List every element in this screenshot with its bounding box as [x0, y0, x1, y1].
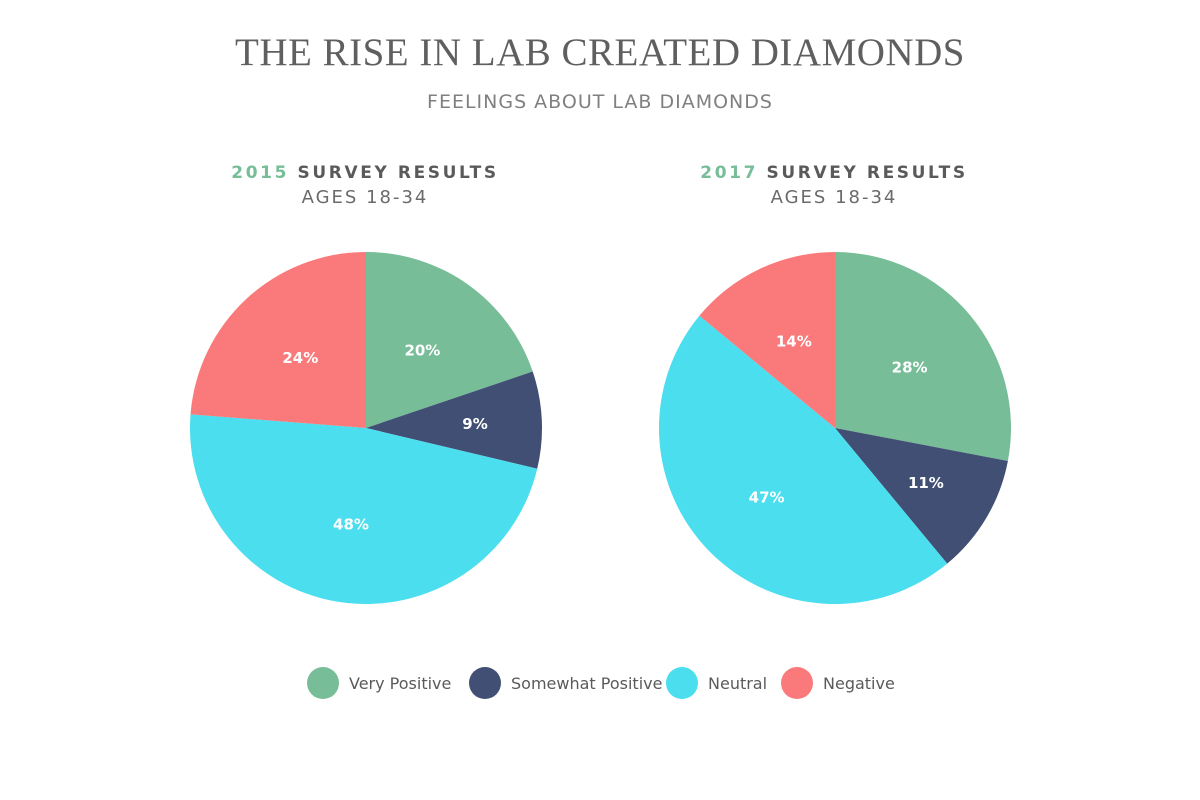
pie-2015-label-negative: 24%	[282, 349, 318, 367]
chart-2015-heading: 2015 SURVEY RESULTS AGES 18-34	[165, 161, 565, 211]
pie-2015-label-neutral: 48%	[333, 516, 369, 534]
pie-2015-slice-neutral	[189, 414, 538, 604]
pie-2017-slice-somewhat-positive	[835, 428, 1008, 564]
chart-2015-heading-text: SURVEY RESULTS	[297, 163, 499, 183]
pie-2017-slice-neutral	[658, 315, 948, 605]
pie-2015-label-somewhat-positive: 9%	[462, 415, 487, 433]
chart-2017-heading: 2017 SURVEY RESULTS AGES 18-34	[634, 161, 1034, 211]
pie-2015-slice-very-positive	[366, 251, 533, 428]
legend-swatch-neutral	[666, 667, 698, 699]
chart-2017-title: 2017 SURVEY RESULTS	[634, 161, 1034, 185]
chart-title: THE RISE IN LAB CREATED DIAMONDS	[235, 31, 965, 74]
pie-2015-slice-negative	[190, 252, 366, 428]
pie-2017-label-neutral: 47%	[749, 488, 785, 506]
legend-swatch-negative	[781, 667, 813, 699]
chart-subtitle: FEELINGS ABOUT LAB DIAMONDS	[427, 91, 773, 113]
legend-item-somewhat-positive: Somewhat Positive	[469, 666, 662, 700]
chart-2017-year: 2017	[700, 163, 759, 183]
pie-2017-label-very-positive: 28%	[892, 358, 928, 376]
pie-2017-slice-negative	[699, 252, 835, 428]
pie-2017-label-somewhat-positive: 11%	[908, 474, 944, 492]
legend-label-somewhat-positive: Somewhat Positive	[511, 673, 663, 693]
pie-chart-2017: 28% 11% 47% 14%	[658, 252, 1011, 605]
chart-2017-heading-text: SURVEY RESULTS	[766, 163, 968, 183]
pie-2017-label-negative: 14%	[776, 332, 812, 350]
pie-chart-2015: 20% 9% 48% 24%	[189, 251, 543, 604]
legend-label-very-positive: Very Positive	[349, 673, 452, 693]
pie-2015-slice-somewhat-positive	[366, 371, 543, 469]
legend-item-very-positive: Very Positive	[307, 666, 451, 700]
chart-2017-ages: AGES 18-34	[770, 187, 898, 208]
chart-2015-year: 2015	[231, 163, 290, 183]
legend-item-negative: Negative	[781, 666, 895, 700]
legend: Very Positive Somewhat Positive Neutral …	[0, 666, 1200, 700]
legend-label-neutral: Neutral	[708, 673, 768, 693]
legend-label-negative: Negative	[823, 673, 895, 693]
legend-item-neutral: Neutral	[666, 666, 767, 700]
legend-swatch-very-positive	[307, 667, 339, 699]
legend-swatch-somewhat-positive	[469, 667, 501, 699]
chart-2015-title: 2015 SURVEY RESULTS	[165, 161, 565, 185]
pie-2015-label-very-positive: 20%	[404, 341, 440, 359]
chart-2015-ages: AGES 18-34	[301, 187, 429, 208]
pie-2017-slice-very-positive	[835, 252, 1011, 461]
